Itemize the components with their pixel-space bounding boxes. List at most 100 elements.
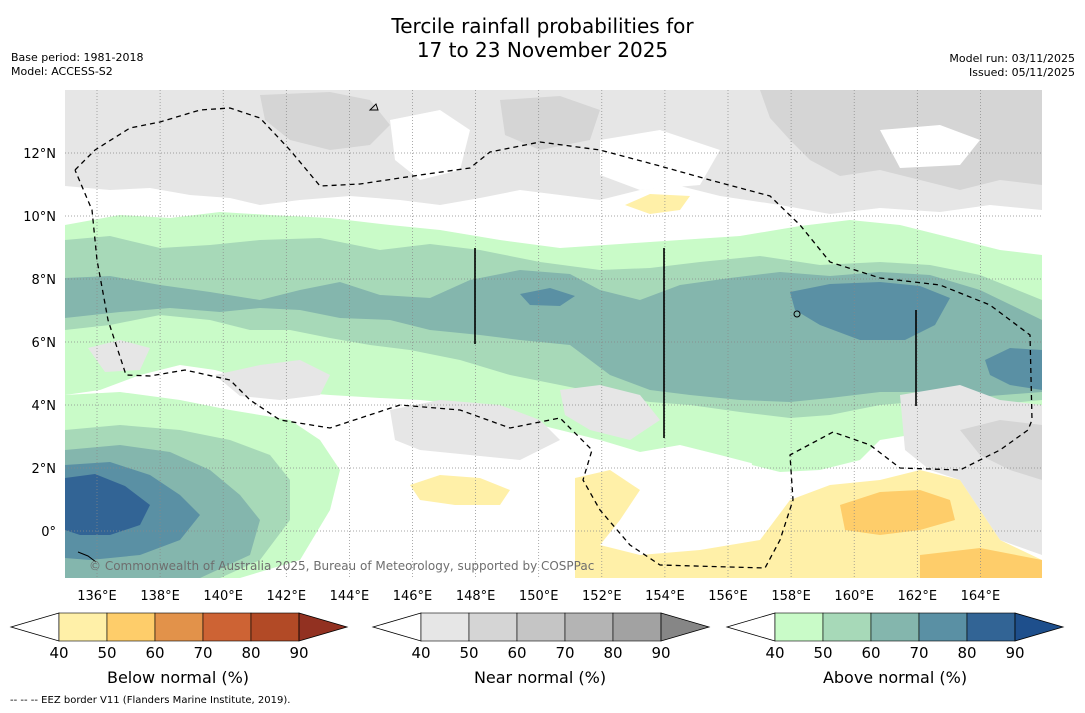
longitude-label: 142°E bbox=[267, 589, 307, 604]
eez-border-legend: -- -- -- EEZ border V11 (Flanders Marine… bbox=[10, 695, 291, 706]
colorbar-segment bbox=[774, 612, 824, 642]
colorbar-segment bbox=[468, 612, 518, 642]
colorbar-segment bbox=[420, 612, 470, 642]
colorbar-segment bbox=[250, 612, 300, 642]
model-text: Model: ACCESS-S2 bbox=[11, 65, 113, 78]
map-fill-layer bbox=[65, 90, 1042, 578]
colorbar-segment bbox=[154, 612, 204, 642]
colorbar-label-above: Above normal (%) bbox=[822, 668, 968, 687]
colorbar-label-below: Below normal (%) bbox=[106, 668, 250, 687]
longitude-label: 160°E bbox=[834, 589, 874, 604]
colorbar-extend-high bbox=[660, 612, 711, 642]
meta-left: Base period: 1981-2018 Model: ACCESS-S2 bbox=[11, 51, 143, 79]
island-pohnpei bbox=[793, 310, 801, 318]
latitude-label: 2°N bbox=[32, 462, 57, 477]
normal-gap-north-1 bbox=[390, 110, 470, 180]
colorbar-tick-label: 60 bbox=[861, 644, 880, 662]
above-normal-south-west-peak bbox=[65, 474, 150, 535]
colorbar-extend-low bbox=[9, 612, 60, 642]
latitude-label: 10°N bbox=[23, 210, 56, 225]
colorbar-near: 40 50 60 70 80 90 bbox=[371, 612, 711, 662]
above-normal-core-central bbox=[520, 288, 575, 306]
colorbar-tick-label: 40 bbox=[49, 644, 68, 662]
colorbar-tick-label: 80 bbox=[241, 644, 260, 662]
colorbar-segment bbox=[202, 612, 252, 642]
below-normal-core-south-east bbox=[920, 548, 1042, 578]
latitude-label: 12°N bbox=[23, 147, 56, 162]
meta-right: Model run: 03/11/2025 Issued: 05/11/2025 bbox=[949, 52, 1075, 80]
longitude-label: 148°E bbox=[456, 589, 496, 604]
colorbar-tick-label: 90 bbox=[289, 644, 308, 662]
below-normal-region-central bbox=[410, 475, 510, 505]
longitude-label: 140°E bbox=[203, 589, 243, 604]
longitude-label: 158°E bbox=[771, 589, 811, 604]
colorbar-segment bbox=[564, 612, 614, 642]
colorbar-extend-low bbox=[371, 612, 422, 642]
colorbar-tick-label: 50 bbox=[459, 644, 478, 662]
island-guam bbox=[368, 103, 379, 111]
colorbar-label-near: Near normal (%) bbox=[473, 668, 607, 687]
latitude-label: 6°N bbox=[32, 336, 57, 351]
colorbar-tick-label: 90 bbox=[651, 644, 670, 662]
colorbar-tick-label: 70 bbox=[193, 644, 212, 662]
colorbar-tick-label: 80 bbox=[603, 644, 622, 662]
colorbar-segment bbox=[966, 612, 1016, 642]
longitude-label: 150°E bbox=[519, 589, 559, 604]
title-line-1: Tercile rainfall probabilities for bbox=[391, 14, 694, 38]
longitude-label: 164°E bbox=[961, 589, 1001, 604]
longitude-label: 146°E bbox=[393, 589, 433, 604]
eez-border-line bbox=[74, 107, 1033, 569]
above-normal-core-east bbox=[790, 282, 950, 340]
below-normal-core-south bbox=[840, 490, 955, 535]
colorbar-segment bbox=[870, 612, 920, 642]
title-line-2: 17 to 23 November 2025 bbox=[416, 38, 669, 62]
longitude-label: 162°E bbox=[898, 589, 938, 604]
colorbar-segment bbox=[918, 612, 968, 642]
above-normal-core-far-east bbox=[985, 348, 1042, 390]
longitude-label: 138°E bbox=[140, 589, 180, 604]
colorbar-tick-label: 70 bbox=[555, 644, 574, 662]
latitude-label: 0° bbox=[41, 525, 56, 540]
near-normal-region-west bbox=[88, 340, 150, 372]
colorbar-segment bbox=[106, 612, 156, 642]
colorbar-below: 40 50 60 70 80 90 bbox=[9, 612, 349, 662]
near-normal-region-north-west bbox=[260, 92, 390, 150]
copyright-text: © Commonwealth of Australia 2025, Bureau… bbox=[89, 559, 594, 573]
below-normal-region-north bbox=[625, 194, 690, 214]
colorbar-tick-label: 50 bbox=[97, 644, 116, 662]
colorbar-tick-label: 60 bbox=[507, 644, 526, 662]
colorbar-segment bbox=[516, 612, 566, 642]
colorbar-segment bbox=[612, 612, 662, 642]
longitude-label: 136°E bbox=[77, 589, 117, 604]
longitude-label: 152°E bbox=[582, 589, 622, 604]
colorbar-tick-label: 40 bbox=[411, 644, 430, 662]
near-normal-region-south-central bbox=[390, 400, 560, 460]
colorbar-tick-label: 80 bbox=[957, 644, 976, 662]
colorbar-extend-high bbox=[1014, 612, 1065, 642]
normal-gap-north-3 bbox=[880, 125, 980, 168]
island-papua-coast bbox=[77, 551, 97, 563]
longitude-label: 156°E bbox=[708, 589, 748, 604]
near-normal-region-south-west bbox=[215, 360, 330, 400]
colorbar-tick-label: 40 bbox=[765, 644, 784, 662]
issued-text: Issued: 05/11/2025 bbox=[968, 66, 1075, 79]
base-period-text: Base period: 1981-2018 bbox=[11, 51, 144, 64]
model-run-text: Model run: 03/11/2025 bbox=[949, 52, 1075, 65]
longitude-label: 144°E bbox=[330, 589, 370, 604]
colorbar-tick-label: 70 bbox=[909, 644, 928, 662]
map-title: Tercile rainfall probabilities for 17 to… bbox=[0, 14, 1085, 62]
colorbar-tick-label: 90 bbox=[1005, 644, 1024, 662]
colorbar-segment bbox=[822, 612, 872, 642]
colorbar-above: 40 50 60 70 80 90 bbox=[725, 612, 1065, 662]
colorbar-tick-label: 60 bbox=[145, 644, 164, 662]
latitude-labels: 12°N 10°N 8°N 6°N 4°N 2°N 0° bbox=[23, 147, 56, 540]
longitude-markers bbox=[474, 248, 917, 438]
colorbar-segment bbox=[58, 612, 108, 642]
above-normal-south-east-band bbox=[750, 428, 880, 472]
latitude-label: 4°N bbox=[32, 399, 57, 414]
colorbar-extend-high bbox=[298, 612, 349, 642]
colorbars: 40 50 60 70 80 90 40 50 60 70 80 90 40 50 60 70 80 90 bbox=[9, 612, 1065, 662]
near-normal-region-north-central bbox=[500, 96, 600, 150]
island-outlines bbox=[77, 103, 801, 563]
